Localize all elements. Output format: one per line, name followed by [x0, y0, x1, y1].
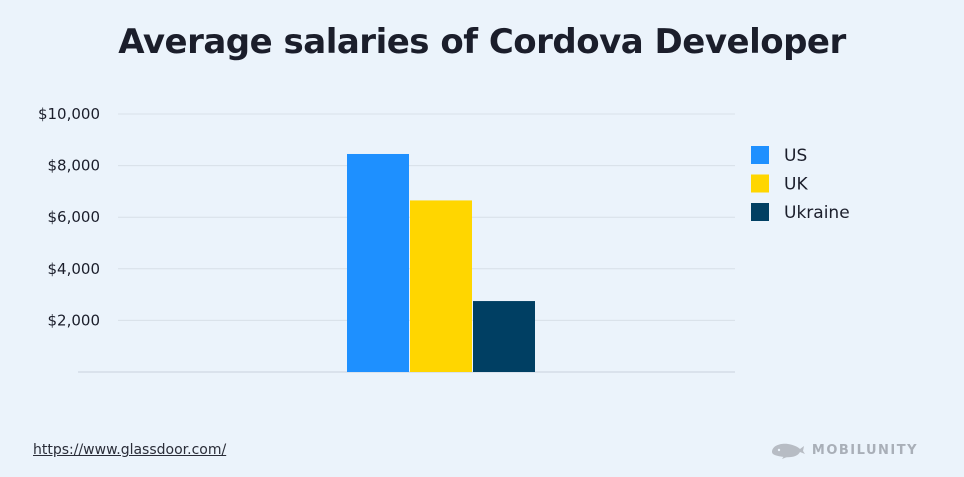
legend-swatch-ukraine — [751, 203, 769, 221]
legend-swatch-us — [751, 146, 769, 164]
y-tick-label: $6,000 — [48, 208, 101, 226]
y-tick-label: $8,000 — [48, 157, 101, 175]
brand-logo: MOBILUNITY — [770, 440, 918, 460]
y-axis-ticks: $2,000 $4,000 $6,000 $8,000 $10,000 — [38, 105, 100, 329]
bar-ukraine — [473, 301, 535, 372]
y-tick-label: $2,000 — [48, 311, 101, 329]
legend: US UK Ukraine — [751, 146, 850, 223]
bar-us — [347, 153, 409, 372]
whale-icon — [771, 443, 805, 459]
legend-label-us: US — [784, 146, 807, 166]
y-tick-label: $4,000 — [48, 260, 101, 278]
legend-swatch-uk — [751, 174, 769, 193]
bars — [347, 153, 535, 372]
source-link[interactable]: https://www.glassdoor.com/ — [33, 442, 227, 458]
brand-name: MOBILUNITY — [811, 442, 918, 458]
legend-label-ukraine: Ukraine — [784, 203, 850, 223]
legend-label-uk: UK — [784, 175, 808, 195]
chart-title: Average salaries of Cordova Developer — [118, 22, 846, 62]
bar-uk — [410, 200, 472, 372]
y-tick-label: $10,000 — [38, 105, 100, 123]
